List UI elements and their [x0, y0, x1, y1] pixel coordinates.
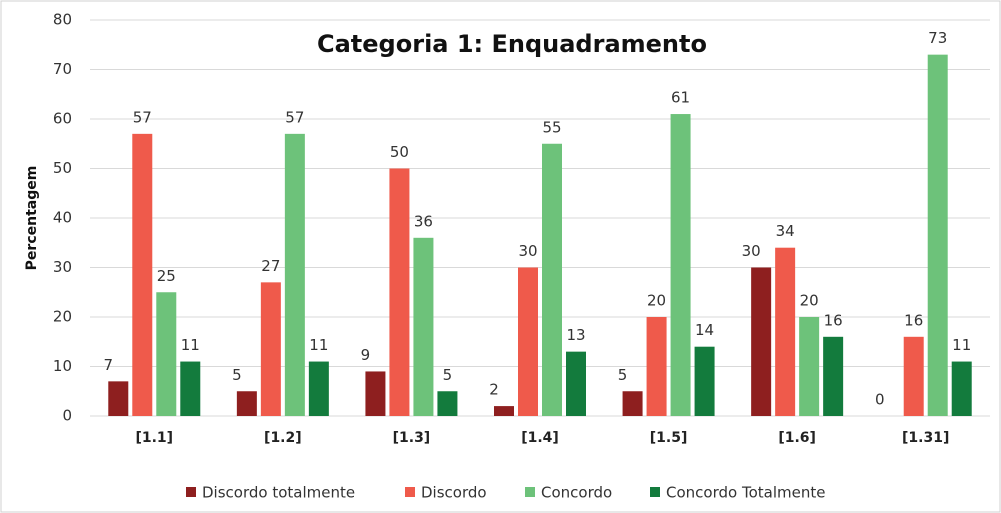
data-label: 0: [875, 391, 885, 409]
x-tick-label: [1.31]: [902, 430, 949, 446]
data-label: 57: [133, 108, 152, 126]
bar: [308, 361, 329, 416]
data-label: 55: [542, 118, 561, 136]
y-axis-label: Percentagem: [24, 166, 40, 271]
legend-label: Discordo: [421, 484, 487, 502]
bar: [775, 247, 796, 416]
bar: [646, 317, 667, 416]
bar: [566, 351, 586, 416]
x-tick-label: [1.5]: [650, 430, 688, 446]
bar: [108, 381, 129, 416]
x-tick-label: [1.3]: [393, 430, 431, 446]
legend-swatch: [525, 487, 535, 497]
y-tick-label: 0: [62, 407, 72, 425]
x-tick-label: [1.2]: [264, 430, 302, 446]
legend-swatch: [650, 487, 660, 497]
bar: [413, 237, 434, 416]
data-label: 11: [309, 336, 328, 354]
data-label: 61: [671, 89, 690, 107]
bar: [751, 267, 772, 416]
bar: [260, 282, 281, 416]
data-label: 5: [232, 366, 242, 384]
bar: [365, 371, 386, 416]
bar: [132, 133, 153, 416]
data-label: 30: [518, 242, 537, 260]
bar: [903, 336, 924, 416]
bar: [284, 133, 305, 416]
y-tick-label: 60: [53, 110, 72, 128]
x-tick-label: [1.4]: [521, 430, 559, 446]
data-label: 11: [181, 336, 200, 354]
legend-swatch: [405, 487, 415, 497]
legend-label: Concordo: [541, 484, 612, 502]
data-label: 13: [566, 326, 585, 344]
data-label: 20: [647, 292, 666, 310]
bar: [694, 346, 715, 416]
bar: [823, 336, 844, 416]
y-tick-label: 20: [53, 308, 72, 326]
data-label: 36: [414, 212, 433, 230]
x-tick-label: [1.1]: [135, 430, 173, 446]
data-label: 5: [443, 366, 453, 384]
bar: [670, 114, 691, 417]
bar: [951, 361, 972, 416]
data-label: 27: [261, 257, 280, 275]
data-label: 2: [489, 381, 499, 399]
data-label: 34: [776, 222, 795, 240]
legend-label: Concordo Totalmente: [666, 484, 825, 502]
y-tick-label: 10: [53, 357, 72, 375]
bar: [236, 391, 257, 416]
data-label: 20: [800, 292, 819, 310]
bar: [437, 391, 458, 416]
legend-label: Discordo totalmente: [202, 484, 355, 502]
y-tick-label: 40: [53, 209, 72, 227]
data-label: 14: [695, 321, 714, 339]
data-label: 16: [904, 311, 923, 329]
y-tick-label: 50: [53, 159, 72, 177]
bar: [799, 317, 820, 416]
bar: [494, 406, 514, 416]
data-label: 5: [618, 366, 628, 384]
bar: [180, 361, 201, 416]
bar: [518, 267, 538, 416]
data-label: 50: [390, 143, 409, 161]
chart-title: Categoria 1: Enquadramento: [317, 30, 707, 58]
data-label: 9: [361, 346, 371, 364]
legend-swatch: [186, 487, 196, 497]
y-tick-label: 70: [53, 60, 72, 78]
bar: [927, 54, 948, 417]
data-label: 16: [824, 311, 843, 329]
data-label: 57: [285, 108, 304, 126]
bar: [542, 143, 562, 416]
y-tick-label: 30: [53, 258, 72, 276]
data-label: 11: [952, 336, 971, 354]
data-label: 25: [157, 267, 176, 285]
bar: [389, 168, 410, 416]
bar: [156, 292, 177, 416]
data-label: 7: [104, 356, 114, 374]
y-tick-label: 80: [53, 11, 72, 29]
data-label: 73: [928, 29, 947, 47]
x-tick-label: [1.6]: [778, 430, 816, 446]
data-label: 30: [742, 242, 761, 260]
bar: [622, 391, 643, 416]
